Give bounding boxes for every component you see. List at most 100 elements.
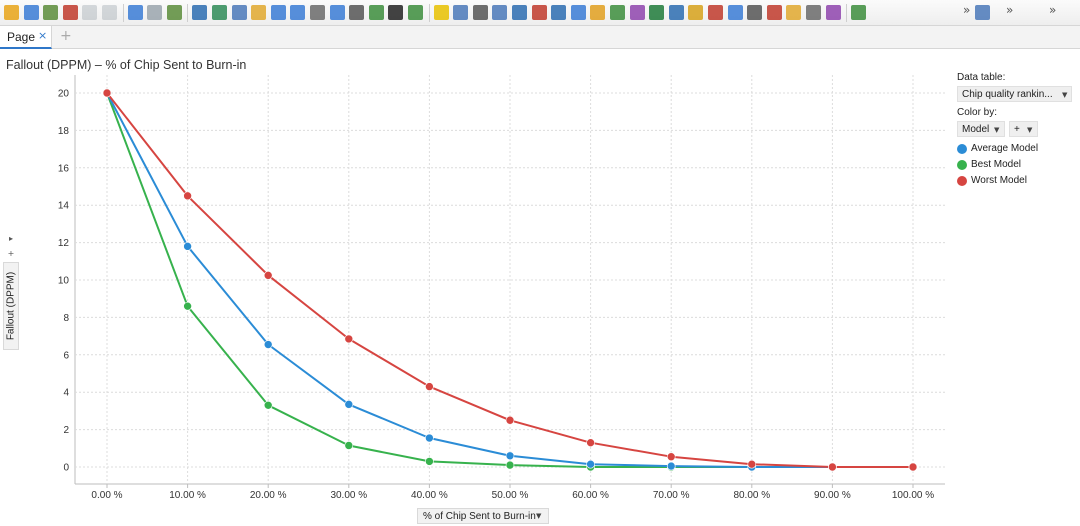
close-tab-icon[interactable]: × bbox=[38, 29, 48, 42]
color-by-dropdown[interactable]: Model ▼ bbox=[957, 121, 1005, 137]
data-point bbox=[344, 441, 354, 450]
data-point bbox=[505, 415, 515, 425]
insert-icon[interactable] bbox=[408, 5, 423, 20]
waterfall-icon[interactable] bbox=[570, 5, 586, 20]
html-icon[interactable] bbox=[310, 5, 325, 20]
data-table-label: Data table: bbox=[957, 72, 1006, 83]
paste-icon[interactable] bbox=[102, 5, 117, 20]
color-by-value: Model bbox=[962, 124, 990, 135]
add-color-by-label: + bbox=[1014, 124, 1020, 135]
pdf-icon[interactable] bbox=[62, 5, 78, 20]
y-tick-label: 18 bbox=[58, 126, 70, 137]
data-point bbox=[666, 461, 676, 471]
y-tick-label: 8 bbox=[63, 313, 69, 324]
tree-icon[interactable] bbox=[825, 5, 841, 20]
scatter-icon[interactable] bbox=[610, 5, 625, 20]
x-axis-dropdown-icon: ▼ bbox=[536, 512, 542, 520]
toolbar-separator bbox=[846, 4, 848, 22]
x-tick-label: 80.00 % bbox=[733, 490, 770, 501]
tab-bar: Page × + bbox=[0, 26, 1080, 49]
data-point bbox=[747, 459, 757, 469]
treemap-icon[interactable] bbox=[668, 5, 684, 20]
heatmap-icon[interactable] bbox=[688, 5, 704, 20]
idea-icon[interactable] bbox=[433, 5, 449, 20]
sum-icon[interactable] bbox=[472, 5, 488, 20]
x-axis-selector[interactable]: % of Chip Sent to Burn-in ▼ bbox=[417, 508, 549, 524]
data-point bbox=[425, 433, 434, 443]
main-toolbar: » » » bbox=[0, 0, 1080, 26]
reload-icon[interactable] bbox=[166, 5, 182, 20]
panel-icon[interactable] bbox=[270, 5, 286, 20]
tab-page-label: Page bbox=[7, 30, 36, 44]
x-axis-label: % of Chip Sent to Burn-in bbox=[423, 511, 536, 522]
data-point bbox=[344, 400, 354, 409]
y-axis-selector[interactable] bbox=[3, 262, 19, 350]
data-point bbox=[263, 400, 273, 410]
bar-chart-icon[interactable] bbox=[512, 5, 527, 20]
grid-icon[interactable] bbox=[453, 5, 469, 20]
add-axis-icon[interactable]: + bbox=[7, 249, 15, 258]
data-point bbox=[425, 382, 434, 391]
y-tick-label: 10 bbox=[58, 276, 70, 287]
save-icon[interactable] bbox=[23, 5, 39, 20]
x-tick-label: 0.00 % bbox=[91, 490, 122, 501]
legend-marker bbox=[957, 144, 967, 154]
x-tick-label: 70.00 % bbox=[653, 490, 690, 501]
scatter3d-icon[interactable] bbox=[629, 5, 645, 20]
filter-icon[interactable] bbox=[192, 5, 208, 20]
line-icon[interactable] bbox=[349, 5, 365, 20]
data-point bbox=[586, 438, 595, 447]
map-icon[interactable] bbox=[649, 5, 665, 20]
x-tick-label: 90.00 % bbox=[814, 490, 851, 501]
expand-axis-icon[interactable]: ▸ bbox=[8, 234, 13, 243]
toolbar-separator bbox=[187, 4, 189, 22]
data-point bbox=[183, 242, 192, 251]
data-point bbox=[666, 452, 676, 462]
bookmark-icon[interactable] bbox=[231, 5, 247, 20]
copy-icon[interactable] bbox=[82, 5, 98, 20]
pie-icon[interactable] bbox=[590, 5, 606, 20]
tag-icon[interactable] bbox=[251, 5, 267, 20]
legend-marker bbox=[957, 160, 967, 170]
y-tick-label: 0 bbox=[63, 463, 69, 474]
export-icon[interactable] bbox=[43, 5, 59, 20]
y-tick-label: 6 bbox=[63, 350, 69, 361]
summary-icon[interactable] bbox=[786, 5, 802, 20]
redo-icon[interactable] bbox=[147, 5, 163, 20]
color-icon[interactable] bbox=[388, 5, 404, 20]
toolbar-separator bbox=[428, 4, 430, 22]
graph-icon[interactable] bbox=[708, 5, 723, 20]
boxplot-icon[interactable] bbox=[747, 5, 763, 20]
book-icon[interactable] bbox=[329, 5, 345, 20]
data-table-dropdown[interactable]: Chip quality rankin... ▼ bbox=[957, 86, 1072, 102]
data-point bbox=[828, 462, 837, 472]
y-tick-label: 14 bbox=[58, 201, 70, 212]
parallel-icon[interactable] bbox=[727, 5, 743, 20]
crosstab-icon[interactable] bbox=[492, 5, 508, 20]
x-tick-label: 30.00 % bbox=[330, 490, 367, 501]
toolbar-overflow-button[interactable]: » bbox=[1006, 3, 1014, 17]
add-page-button[interactable]: + bbox=[60, 28, 72, 44]
data-point bbox=[263, 340, 273, 349]
open-icon[interactable] bbox=[4, 5, 19, 20]
details-icon[interactable] bbox=[212, 5, 227, 20]
toolbar-overflow-button[interactable]: » bbox=[1049, 3, 1057, 17]
settings-icon[interactable] bbox=[975, 5, 990, 20]
toolbar-separator bbox=[122, 4, 124, 22]
network-icon[interactable] bbox=[851, 5, 867, 20]
kpi-icon[interactable] bbox=[766, 5, 782, 20]
undo-icon[interactable] bbox=[127, 5, 143, 20]
tab-page[interactable]: Page × bbox=[0, 26, 52, 49]
oval-icon[interactable] bbox=[368, 5, 384, 20]
y-tick-label: 12 bbox=[58, 238, 70, 249]
text-icon[interactable] bbox=[806, 5, 821, 20]
line-chart-icon[interactable] bbox=[551, 5, 567, 20]
combo-icon[interactable] bbox=[531, 5, 547, 20]
chevron-down-icon: ▼ bbox=[994, 126, 1000, 134]
table-icon[interactable] bbox=[290, 5, 306, 20]
add-color-by-button[interactable]: + ▼ bbox=[1009, 121, 1038, 137]
data-point bbox=[183, 301, 192, 311]
data-point bbox=[102, 88, 112, 98]
toolbar-overflow-button[interactable]: » bbox=[963, 3, 971, 17]
